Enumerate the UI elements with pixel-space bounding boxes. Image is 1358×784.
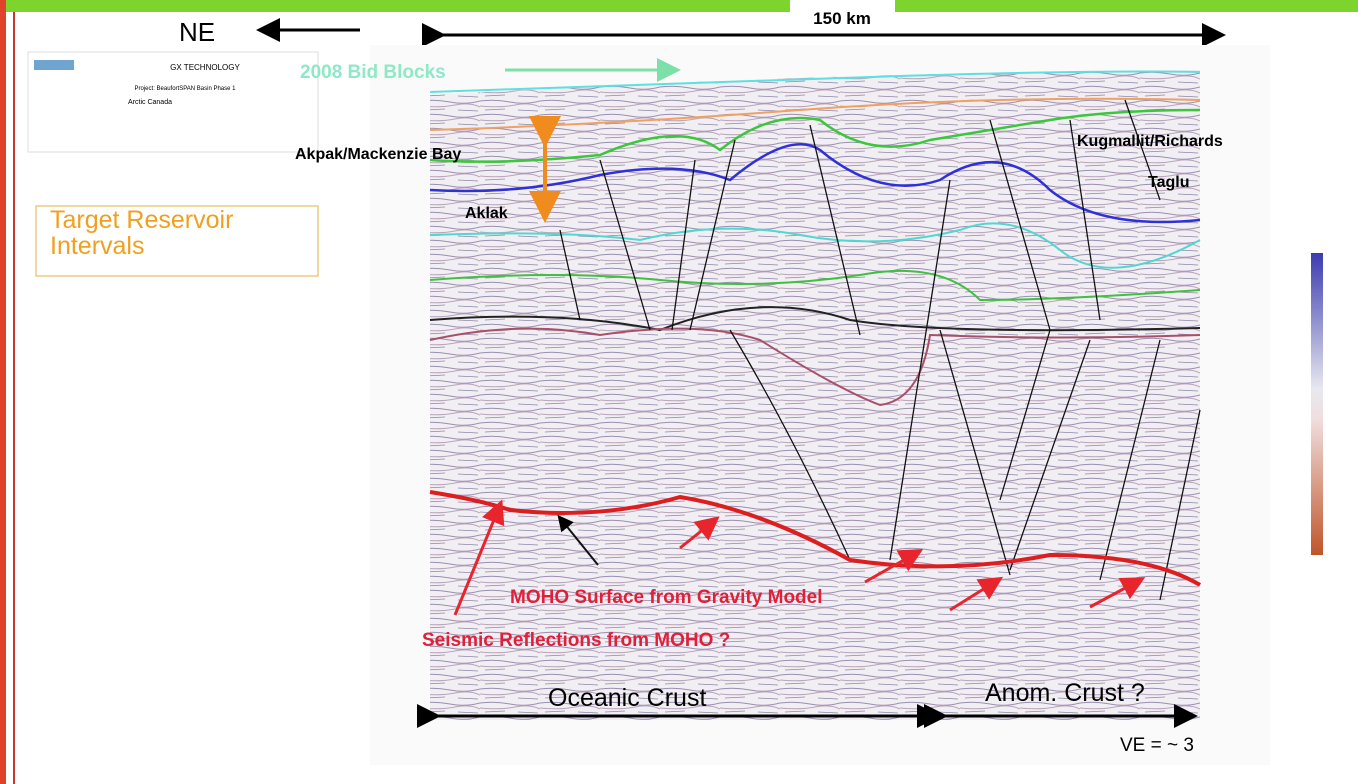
akpak-label: Akpak/Mackenzie Bay xyxy=(295,146,461,163)
kugmallit-label: Kugmallit/Richards xyxy=(1077,133,1223,150)
target-wrap: Target Reservoir Intervals xyxy=(50,205,310,275)
aklak-label: Aklak xyxy=(465,205,508,222)
info-project: Project: BeaufortSPAN Basin Phase 1 xyxy=(135,86,237,92)
left-border xyxy=(0,0,6,784)
oceanic-label: Oceanic Crust xyxy=(548,684,706,712)
colorbar xyxy=(1311,253,1323,555)
figure: 150 km NE GX TECHNOLOGY Project: Beaufor… xyxy=(0,0,1358,784)
info-company: GX TECHNOLOGY xyxy=(170,63,240,72)
moho-surface-label: MOHO Surface from Gravity Model xyxy=(510,587,823,608)
moho-reflections-label: Seismic Reflections from MOHO ? xyxy=(422,630,730,651)
scale-bar-label: 150 km xyxy=(813,9,871,28)
target-label: Target Reservoir Intervals xyxy=(50,205,310,259)
bid-blocks-label: 2008 Bid Blocks xyxy=(300,62,446,83)
ve-label: VE = ~ 3 xyxy=(1120,735,1194,756)
taglu-label: Taglu xyxy=(1148,174,1189,191)
top-bar xyxy=(0,0,1358,12)
page: { "header": {"direction": "NE", "scale_b… xyxy=(0,0,1358,784)
direction-label: NE xyxy=(179,17,215,47)
info-region: Arctic Canada xyxy=(128,99,172,106)
anomalous-label: Anom. Crust ? xyxy=(985,679,1145,707)
